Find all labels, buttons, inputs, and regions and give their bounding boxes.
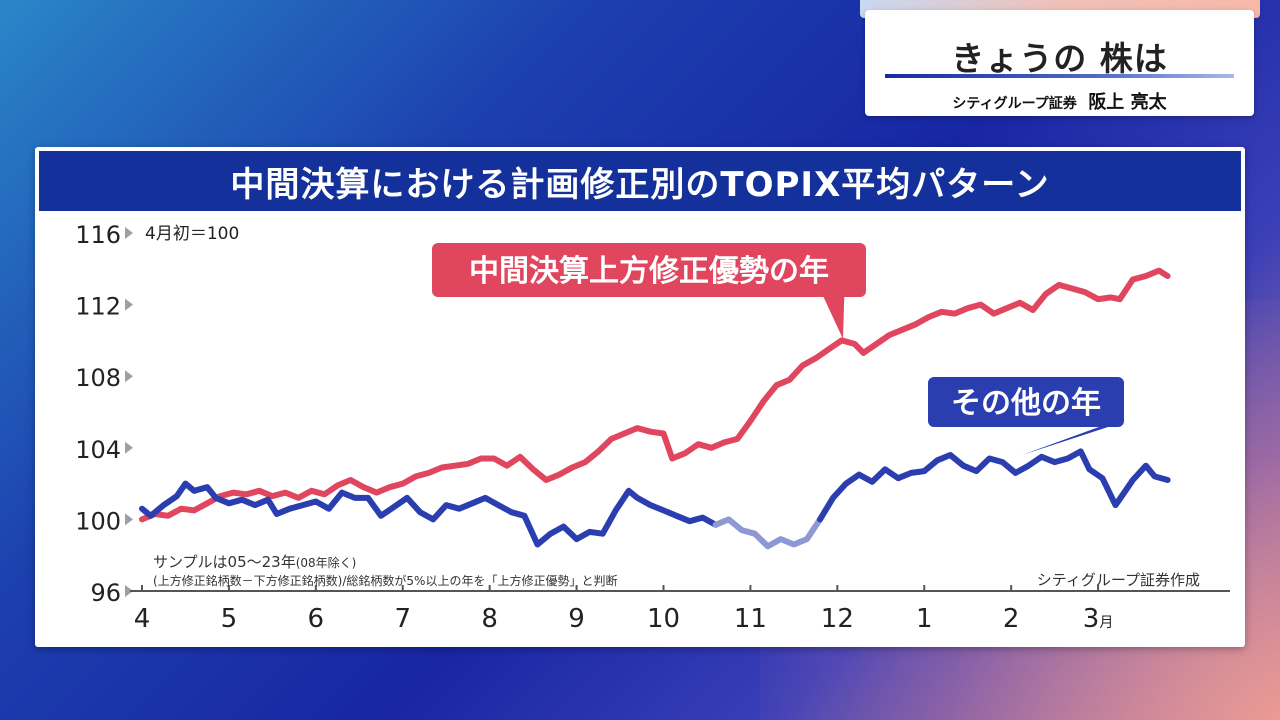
series-line-other [139,480,719,548]
program-title-box: きょうの 株は シティグループ証券 阪上 亮太 [865,10,1254,116]
y-tick-label: 96 [90,579,121,607]
y-tick-label: 108 [75,364,121,392]
y-tick-marker [125,227,133,239]
x-tick-label: 4 [134,604,151,634]
program-title-underline [885,74,1234,78]
y-tick-marker [125,585,133,597]
x-tick-label: 1 [916,604,933,634]
source-note: シティグループ証券作成 [1037,571,1200,589]
x-tick-label: 10 [647,604,680,634]
program-title: きょうの 株は [951,39,1168,78]
guest-company: シティグループ証券 [952,96,1077,112]
x-tick-label: 2 [1003,604,1020,634]
y-tick-marker [125,441,133,454]
callout-label: その他の年 [951,386,1101,421]
guest-name: 阪上 亮太 [1088,92,1167,113]
y-tick-marker [125,370,133,383]
x-tick-label: 11 [734,604,767,634]
chart-title: 中間決算における計画修正別のTOPIX平均パターン [39,151,1241,211]
series-line-upward [139,267,1171,523]
y-tick-label: 104 [75,436,121,464]
sample-note: サンプルは05～23年(08年除く) [153,553,356,571]
x-tick-label: 6 [308,604,325,634]
x-tick-label: 5 [221,604,238,634]
y-unit-note: 4月初＝100 [145,224,239,244]
y-tick-label: 116 [75,221,121,249]
chart-panel: 116 112 108 104 100 96 4月初＝100 4 5 6 7 8 9 10 11 12 1 2 3月… [35,147,1245,647]
program-guest: シティグループ証券 阪上 亮太 [865,88,1254,114]
series-line-other [817,448,1171,523]
y-tick-marker [125,513,133,526]
callout-box [928,377,1124,427]
callout-label: 中間決算上方修正優勢の年 [469,254,829,289]
callout-pointer [1022,425,1115,455]
x-tick-label: 8 [481,604,498,634]
callout-box [432,243,866,297]
callout-pointer [822,295,845,339]
y-tick-label: 100 [75,507,121,535]
series-line-other-faded [712,516,823,550]
y-tick-label: 112 [75,293,121,321]
y-tick-marker [125,298,133,311]
definition-note: (上方修正銘柄数－下方修正銘柄数)/総銘柄数が5%以上の年を「上方修正優勢」と判… [153,573,617,588]
x-tick-label: 7 [394,604,411,634]
x-tick-label: 3月 [1083,604,1114,634]
x-tick-label: 9 [568,604,585,634]
x-tick-label: 12 [821,604,854,634]
